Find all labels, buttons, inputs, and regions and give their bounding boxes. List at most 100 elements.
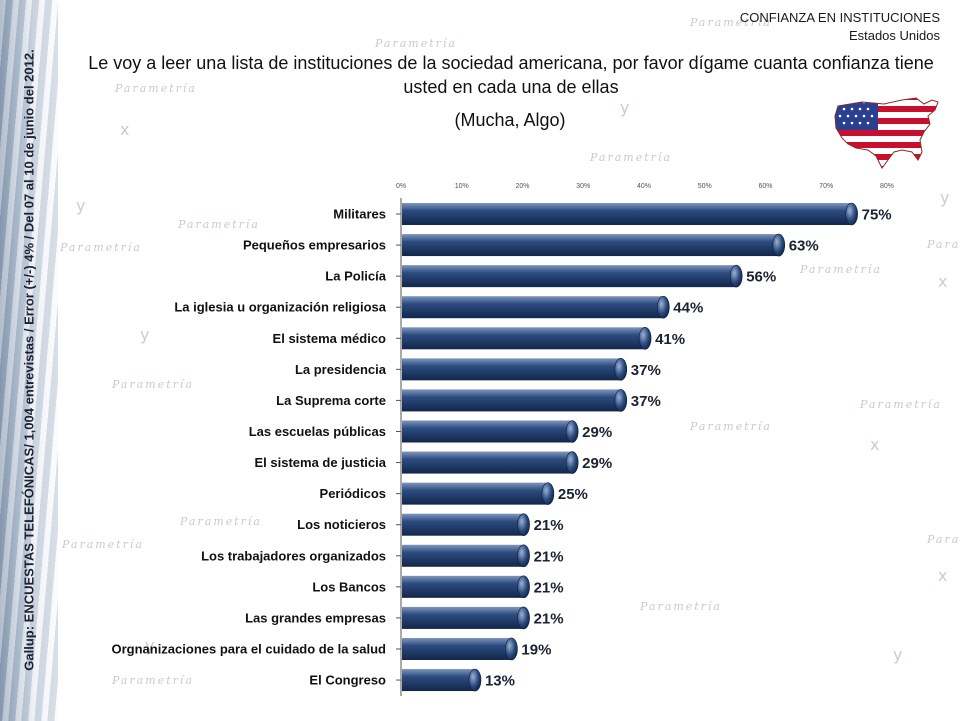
bar-cap	[614, 358, 628, 381]
x-tick-label: 40%	[637, 183, 651, 190]
value-label: 75%	[862, 207, 892, 224]
bar-row: La Suprema corte 37%	[276, 389, 661, 412]
bar	[402, 420, 573, 443]
x-tick-label: 50%	[698, 183, 712, 190]
category-label: Los noticieros	[297, 517, 386, 532]
watermark-symbol: y	[893, 645, 903, 664]
bar	[402, 482, 548, 505]
category-label: El sistema médico	[273, 331, 386, 346]
bar-row: Las grandes empresas 21%	[245, 606, 564, 630]
category-label: Los trabajadores organizados	[201, 548, 386, 563]
value-label: 37%	[631, 362, 661, 379]
usa-flag-map-icon	[834, 97, 939, 169]
bar	[402, 296, 664, 319]
watermark-text: Parametría	[690, 16, 772, 29]
x-tick-label: 60%	[758, 183, 772, 190]
watermark-symbol: x	[938, 272, 948, 291]
bar-row: Pequeños empresarios 63%	[243, 233, 819, 257]
bar-row: La iglesia u organización religiosa 44%	[174, 295, 703, 319]
bar-row: La Policía 56%	[325, 264, 776, 288]
bar-cap	[517, 606, 530, 630]
x-axis-ticks: 0% 10% 20% 30% 40% 50% 60% 70% 80%	[396, 183, 894, 190]
bar-cap	[517, 575, 530, 599]
bar-row: Orgnanizaciones para el cuidado de la sa…	[111, 637, 551, 661]
bar	[402, 358, 621, 381]
bar-cap	[517, 513, 530, 537]
value-label: 29%	[582, 424, 612, 441]
bar	[402, 389, 621, 412]
value-label: 25%	[558, 486, 588, 503]
bar-row: El sistema médico 41%	[273, 326, 685, 350]
x-tick-label: 30%	[576, 183, 590, 190]
bar	[402, 669, 475, 692]
watermark-symbol: y	[140, 325, 150, 344]
bar	[402, 637, 512, 660]
bar	[402, 544, 524, 567]
watermark-text: Parametría	[927, 238, 961, 251]
category-label: Las grandes empresas	[245, 610, 386, 625]
x-tick-label: 70%	[819, 183, 833, 190]
x-tick-label: 10%	[455, 183, 469, 190]
x-tick-label: 0%	[396, 183, 406, 190]
watermark-text: Parametría	[62, 538, 144, 551]
category-label: Militares	[333, 207, 386, 222]
watermark-text: Parametría	[375, 37, 457, 50]
category-label: Pequeños empresarios	[243, 238, 386, 253]
category-label: El Congreso	[309, 673, 386, 688]
header-subtitle: Estados Unidos	[848, 28, 940, 43]
category-label: Periódicos	[320, 486, 386, 501]
value-label: 37%	[631, 393, 661, 410]
value-label: 21%	[534, 548, 564, 565]
bar-cap	[505, 637, 518, 661]
watermark-text: Parametría	[178, 218, 260, 231]
watermark-text: Parametría	[115, 82, 197, 95]
watermark-symbol: y	[145, 636, 155, 655]
category-label: La Policía	[325, 269, 386, 284]
value-label: 63%	[789, 238, 819, 255]
x-tick-label: 80%	[880, 183, 894, 190]
value-label: 56%	[746, 269, 776, 286]
category-label: Orgnanizaciones para el cuidado de la sa…	[111, 641, 386, 656]
bar-cap	[565, 420, 579, 443]
bar-cap	[614, 389, 628, 412]
question-text: Le voy a leer una lista de instituciones…	[88, 53, 934, 97]
watermark-symbol: x	[938, 566, 948, 585]
value-label: 19%	[521, 641, 551, 658]
value-label: 41%	[655, 331, 685, 348]
header: CONFIANZA EN INSTITUCIONES Estados Unido…	[740, 9, 940, 45]
watermark-symbol: x	[870, 435, 880, 454]
bar-row: El sistema de justicia 29%	[254, 451, 612, 474]
value-label: 13%	[485, 673, 515, 690]
watermark-symbol: y	[76, 196, 86, 215]
watermark-text: Parametría	[590, 151, 672, 164]
bar-cap	[468, 668, 482, 692]
bar-row: Periódicos 25%	[320, 482, 588, 505]
bar-row: Los noticieros 21%	[297, 513, 564, 537]
watermark-text: Parametría	[800, 263, 882, 276]
bar-cap	[517, 544, 530, 568]
value-label: 21%	[534, 517, 564, 534]
bar	[402, 513, 524, 536]
category-label: La presidencia	[295, 362, 387, 377]
bar	[402, 327, 646, 350]
bar-row: Las escuelas públicas 29%	[249, 420, 612, 443]
category-label: La iglesia u organización religiosa	[174, 300, 386, 315]
watermark-symbol: y	[940, 188, 950, 207]
watermark-text: Parametría	[690, 420, 772, 433]
value-label: 21%	[534, 610, 564, 627]
decorative-left-strip: Gallup: ENCUESTAS TELEFÓNICAS/ 1,004 ent…	[0, 0, 58, 721]
category-label: La Suprema corte	[276, 393, 386, 408]
value-label: 21%	[534, 579, 564, 596]
watermark-text: Parametría	[927, 533, 961, 546]
bar-cap	[729, 264, 743, 288]
bar-row: Los trabajadores organizados 21%	[201, 544, 564, 568]
category-label: Las escuelas públicas	[249, 424, 386, 439]
watermark-symbol: y	[620, 98, 630, 117]
watermark-symbol: x	[120, 120, 130, 139]
bar-cap	[565, 451, 579, 474]
category-label: Los Bancos	[312, 579, 386, 594]
watermark-text: Parametría	[640, 600, 722, 613]
value-label: 44%	[673, 300, 703, 317]
